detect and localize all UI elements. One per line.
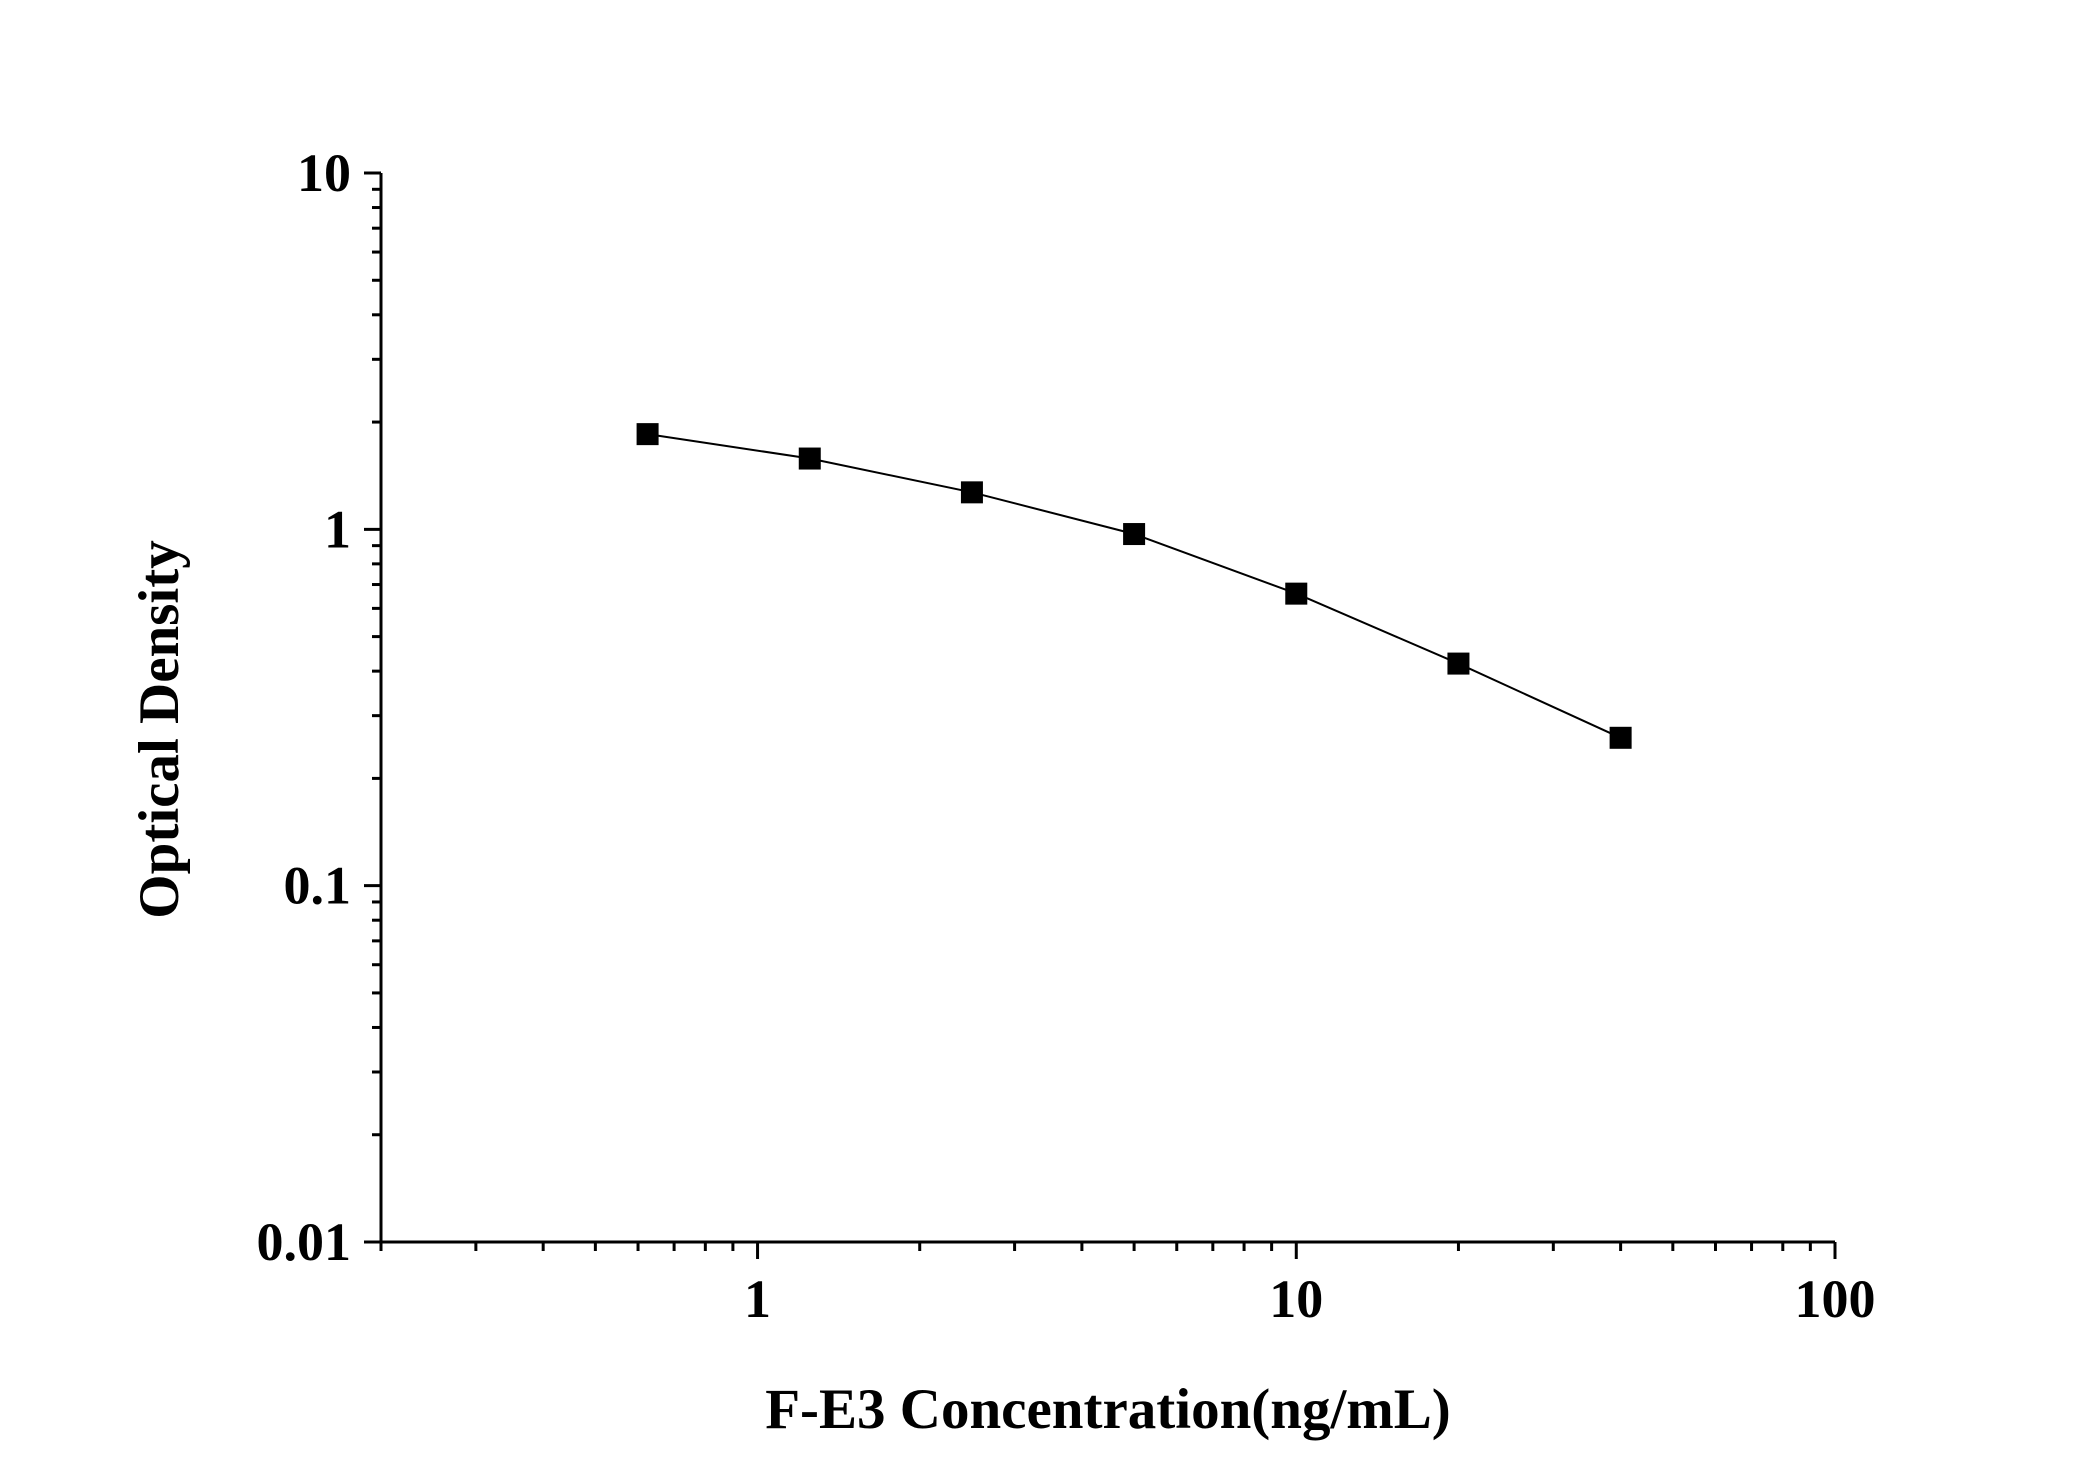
- x-axis-title: F-E3 Concentration(ng/mL): [765, 1378, 1451, 1441]
- tick-labels: 1 10 100 0.01 0.1 1 10: [257, 143, 1876, 1329]
- series-line: [647, 433, 1622, 739]
- data-point-marker: [798, 447, 821, 470]
- data-point-marker: [1285, 582, 1308, 605]
- x-tick-label: 10: [1269, 1269, 1323, 1329]
- y-axis-title: Optical Density: [128, 540, 191, 918]
- data-point-marker: [960, 481, 983, 504]
- data-point-marker: [1609, 726, 1632, 749]
- x-tick-label: 1: [744, 1269, 771, 1329]
- y-tick-label: 1: [324, 499, 351, 559]
- ticks: [364, 171, 1837, 1259]
- y-tick-label: 10: [297, 143, 351, 203]
- y-tick-label: 0.1: [284, 856, 352, 916]
- data-point-marker: [636, 423, 659, 446]
- markers: [636, 423, 1632, 749]
- data-point-marker: [1447, 652, 1470, 675]
- axes: [379, 173, 1835, 1244]
- x-tick-label: 100: [1795, 1269, 1876, 1329]
- plot-area: [636, 423, 1632, 749]
- y-tick-label: 0.01: [257, 1212, 352, 1272]
- data-point-marker: [1123, 523, 1146, 546]
